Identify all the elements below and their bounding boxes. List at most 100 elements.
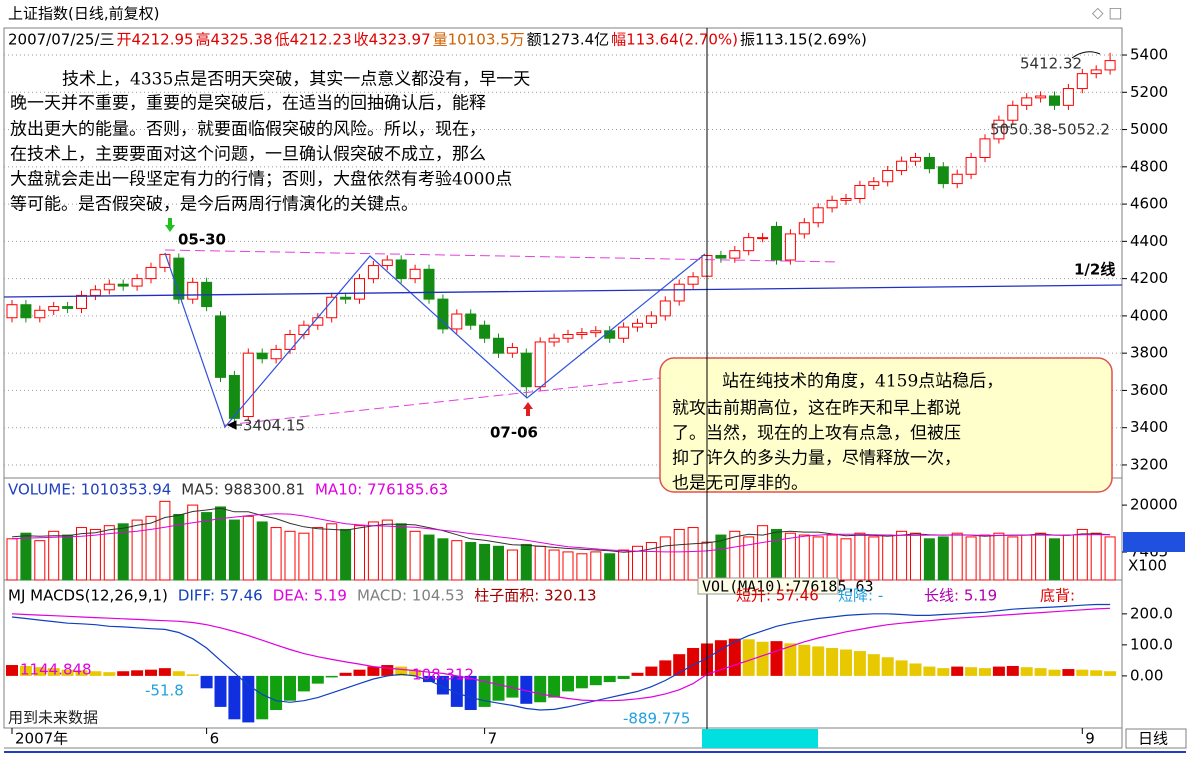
candle-body xyxy=(1049,95,1060,106)
macd-bar xyxy=(89,671,102,676)
wave-line xyxy=(164,252,706,429)
candle-body xyxy=(62,306,74,309)
volume-bar xyxy=(187,504,199,581)
macd-bar xyxy=(1090,670,1103,676)
volume-bar xyxy=(1049,538,1060,581)
macd-bar xyxy=(33,667,46,676)
y-tick-label: 4800 xyxy=(1130,157,1168,175)
candle-body xyxy=(868,181,880,186)
candle-body xyxy=(145,266,157,280)
volume-bar xyxy=(812,536,824,581)
candle-body xyxy=(798,222,810,235)
macd-bar xyxy=(1006,665,1019,676)
macd-bar xyxy=(214,675,227,707)
candle-body xyxy=(1062,88,1074,106)
candle-body xyxy=(632,322,643,328)
annotation: 5412.32 xyxy=(1020,55,1082,73)
volume-bar xyxy=(965,536,977,581)
macd-bar xyxy=(575,675,588,689)
quote-item: 收4323.97 xyxy=(354,31,431,49)
macd-bar xyxy=(145,669,157,676)
volume-bar xyxy=(48,530,60,581)
volume-bar xyxy=(62,534,74,581)
quote-item: 高4325.38 xyxy=(196,31,273,49)
annotation: -889.775 xyxy=(623,710,690,728)
macd-bar xyxy=(770,641,783,676)
macd-bar xyxy=(200,675,213,689)
macd-bar xyxy=(270,675,283,711)
candle-body xyxy=(1007,104,1019,121)
macd-bar xyxy=(297,675,310,692)
note-line: 技术上，4335点是否明天突破，其实一点意义都没有，早一天 xyxy=(62,70,530,90)
up-arrow xyxy=(523,402,533,416)
callout-line: 就攻击前期高位，这在昨天和早上都说 xyxy=(672,399,961,419)
note-line: 在技术上，主要要面对这个问题，一旦确认假突破不成立，那么 xyxy=(10,145,486,165)
macd-bar xyxy=(1034,668,1047,676)
macd-bar xyxy=(61,669,74,676)
legend-entry: MA10: 776185.63 xyxy=(315,481,448,499)
volume-bar xyxy=(20,532,32,581)
volume-bar xyxy=(520,543,532,581)
candle-body xyxy=(882,170,894,183)
annotation: 用到未来数据 xyxy=(8,709,98,727)
candle-body xyxy=(826,199,838,209)
annotation: 3404.15 xyxy=(243,417,305,435)
volume-bar xyxy=(743,536,755,581)
volume-bar xyxy=(784,532,796,581)
left-arrow xyxy=(226,420,242,430)
candle-body xyxy=(395,259,407,280)
candle-body xyxy=(465,313,477,326)
candle-body xyxy=(284,334,296,350)
volume-ma-line xyxy=(11,513,1111,553)
candle-body xyxy=(506,347,518,354)
macd-bar xyxy=(562,675,574,692)
macd-bar xyxy=(423,675,435,683)
candle-body xyxy=(534,341,546,388)
chart-title: 上证指数(日线,前复权) xyxy=(8,5,159,23)
volume-bar xyxy=(242,515,254,581)
volume-bar xyxy=(451,540,463,581)
macd-bar xyxy=(6,665,18,676)
legend-entry: VOLUME: 1010353.94 xyxy=(8,481,171,499)
candle-body xyxy=(6,304,18,319)
macd-bar xyxy=(103,672,116,676)
macd-bar xyxy=(117,671,130,676)
candle-body xyxy=(256,352,268,360)
candle-body xyxy=(715,255,727,259)
macd-bar xyxy=(965,667,978,676)
annotation: 短升: 57.46 xyxy=(736,587,819,605)
volume-bar xyxy=(381,519,393,581)
volume-bar xyxy=(840,538,852,581)
macd-bar xyxy=(548,675,561,698)
callout-line: 站在纯技术的角度，4159点站稳后， xyxy=(722,372,1003,392)
macd-bar xyxy=(534,675,547,703)
cursor-date-box xyxy=(702,729,818,748)
annotation: 短降: - xyxy=(838,587,883,605)
macd-bar xyxy=(687,647,700,676)
volume-bar xyxy=(562,551,574,581)
quote-item: 量10103.5万 xyxy=(433,31,525,49)
volume-bar xyxy=(673,528,685,581)
macd-bar xyxy=(339,672,352,676)
macd-bar xyxy=(1104,671,1117,676)
volume-bar xyxy=(534,545,546,581)
window-icons[interactable]: ◇ □ xyxy=(1092,4,1122,22)
volume-bar xyxy=(993,532,1005,581)
candle-body xyxy=(590,330,602,334)
period-box[interactable] xyxy=(1125,728,1187,749)
candle-body xyxy=(48,306,60,311)
candle-body xyxy=(493,337,504,354)
callout-line: 抑了许久的多头力量，尽情释放一次， xyxy=(672,449,961,469)
candle-body xyxy=(367,265,379,280)
annotation: -51.8 xyxy=(145,682,184,700)
macd-bar xyxy=(853,651,866,676)
candle-body xyxy=(1076,73,1088,90)
period-label[interactable]: 日线 xyxy=(1138,730,1168,748)
macd-bar xyxy=(256,675,269,720)
volume-bar xyxy=(1062,534,1074,581)
macd-bar xyxy=(631,672,644,676)
y-tick-label: 3800 xyxy=(1130,344,1168,362)
volume-bar xyxy=(1035,532,1047,581)
quote-item: 额1273.4亿 xyxy=(527,31,610,49)
candle-body xyxy=(131,278,143,287)
